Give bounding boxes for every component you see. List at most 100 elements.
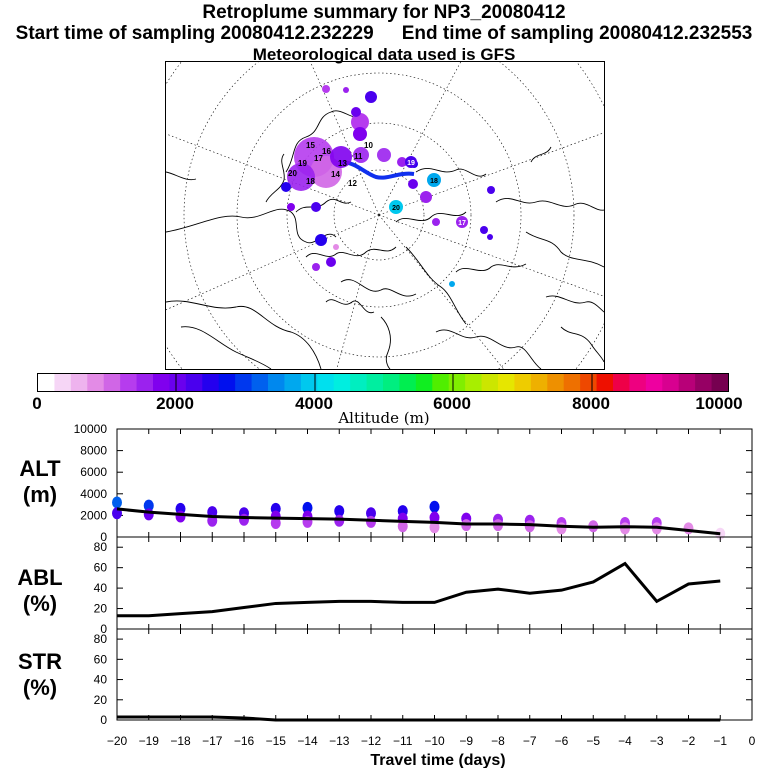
x-tick-label: −4 bbox=[618, 734, 632, 748]
x-tick-label: −14 bbox=[297, 734, 318, 748]
colorbar-tick: 10000 bbox=[695, 394, 743, 413]
plume-cluster bbox=[287, 163, 315, 191]
plume-day-label: 13 bbox=[338, 159, 347, 168]
alt-cluster-point bbox=[366, 507, 376, 520]
colorbar-swatch bbox=[38, 374, 56, 391]
colorbar-swatch bbox=[284, 374, 302, 391]
latitude-circles bbox=[166, 62, 604, 369]
plume-day-label: 12 bbox=[348, 179, 357, 188]
colorbar-swatch bbox=[399, 374, 417, 391]
met-data-label: Meteorological data used is GFS bbox=[252, 45, 516, 64]
colorbar-title: Altitude (m) bbox=[338, 409, 430, 427]
x-tick-label: −18 bbox=[170, 734, 191, 748]
abl-ytick-label: 0 bbox=[100, 622, 107, 636]
str-ytick-label: 80 bbox=[94, 632, 108, 646]
x-tick-label: −3 bbox=[650, 734, 664, 748]
alt-ytick-label: 4000 bbox=[80, 487, 107, 501]
colorbar-swatch bbox=[153, 374, 171, 391]
plume-cluster bbox=[312, 263, 320, 271]
colorbar-swatch bbox=[202, 374, 220, 391]
alt-unit: (m) bbox=[22, 482, 58, 507]
abl-ytick-label: 80 bbox=[94, 540, 108, 554]
str-ytick-label: 40 bbox=[94, 673, 108, 687]
alt-cluster-point bbox=[270, 516, 281, 529]
colorbar-swatch bbox=[711, 374, 729, 391]
plume-cluster bbox=[408, 179, 418, 189]
colorbar-swatch bbox=[54, 374, 72, 391]
colorbar-tick: 4000 bbox=[295, 394, 333, 413]
plume-cluster bbox=[351, 107, 361, 117]
alt-cluster-point bbox=[429, 521, 440, 534]
abl-panel: 0 20 40 60 80 bbox=[94, 536, 753, 636]
plume-cluster bbox=[330, 146, 352, 168]
x-tick-label: −16 bbox=[234, 734, 255, 748]
day-markers: 20 18 19 17 bbox=[389, 156, 468, 228]
colorbar-swatch bbox=[662, 374, 680, 391]
alt-series-line bbox=[116, 507, 721, 536]
day-marker bbox=[427, 173, 441, 187]
plume-cluster bbox=[397, 157, 407, 167]
alt-cluster-point bbox=[175, 510, 186, 523]
colorbar-swatch bbox=[218, 374, 236, 391]
x-tick-label: −10 bbox=[424, 734, 445, 748]
alt-cluster-point bbox=[397, 520, 408, 533]
plume-cluster bbox=[480, 226, 488, 234]
str-panel: 0 20 40 60 80 bbox=[94, 628, 753, 727]
plume-cluster bbox=[343, 87, 349, 93]
plume-cluster bbox=[311, 202, 321, 212]
alt-cluster-point bbox=[366, 515, 376, 528]
colorbar-swatch bbox=[645, 374, 663, 391]
colorbar-swatch bbox=[629, 374, 647, 391]
colorbar-swatch bbox=[432, 374, 450, 391]
plume-cluster bbox=[487, 234, 493, 240]
alt-cluster-point bbox=[239, 513, 249, 526]
plume-cluster bbox=[351, 113, 369, 131]
alt-ytick-label: 2000 bbox=[80, 508, 107, 522]
colorbar-swatch bbox=[613, 374, 631, 391]
start-time-label: Start time of sampling 20080412.232229 bbox=[15, 23, 374, 44]
abl-unit: (%) bbox=[22, 591, 58, 616]
alt-cluster-point bbox=[429, 511, 440, 524]
plume-cluster bbox=[353, 147, 369, 163]
plume-cluster bbox=[322, 85, 330, 93]
colorbar-swatch bbox=[678, 374, 696, 391]
colorbar-swatch bbox=[465, 374, 483, 391]
colorbar-swatch bbox=[120, 374, 138, 391]
x-axis-title: Travel time (days) bbox=[370, 752, 505, 768]
colorbar-swatch bbox=[185, 374, 203, 391]
x-tick-label: −13 bbox=[329, 734, 350, 748]
colorbar-swatch bbox=[87, 374, 105, 391]
str-ytick-label: 0 bbox=[100, 713, 107, 727]
plume-day-label: 10 bbox=[364, 141, 373, 150]
x-tick-label: −11 bbox=[393, 734, 413, 748]
plume-cluster bbox=[432, 218, 440, 226]
day-marker-label: 19 bbox=[407, 160, 415, 167]
plume-day-label: 17 bbox=[314, 154, 323, 163]
x-tick-label: −15 bbox=[266, 734, 287, 748]
plume-day-label: 14 bbox=[331, 170, 340, 179]
plume-cluster bbox=[365, 91, 377, 103]
day-marker bbox=[456, 216, 468, 228]
abl-frame bbox=[116, 536, 753, 630]
colorbar-swatch bbox=[235, 374, 253, 391]
colorbar-swatch bbox=[596, 374, 614, 391]
colorbar-tick: 0 bbox=[32, 394, 42, 413]
plume-cluster bbox=[353, 127, 367, 141]
abl-panel-name: ABL (%) bbox=[0, 565, 80, 617]
plume-cluster bbox=[281, 182, 291, 192]
chart-title: Retroplume summary for NP3_20080412 bbox=[202, 2, 566, 23]
coastlines bbox=[166, 110, 604, 369]
str-ytick-label: 20 bbox=[94, 693, 108, 707]
str-label: STR bbox=[18, 649, 62, 674]
alt-ytick-label: 8000 bbox=[80, 444, 107, 458]
colorbar bbox=[37, 373, 729, 392]
x-tick-label: −20 bbox=[107, 734, 128, 748]
polar-map-svg: 20 19 18 17 16 15 14 13 12 11 10 20 18 1… bbox=[166, 62, 604, 369]
alt-cluster-point bbox=[429, 500, 440, 513]
alt-cluster-point bbox=[334, 505, 345, 518]
polar-map: 20 19 18 17 16 15 14 13 12 11 10 20 18 1… bbox=[165, 61, 605, 370]
plume-day-label: 15 bbox=[306, 141, 315, 150]
x-tick-label: −8 bbox=[491, 734, 505, 748]
alt-ytick-label: 6000 bbox=[80, 465, 107, 479]
